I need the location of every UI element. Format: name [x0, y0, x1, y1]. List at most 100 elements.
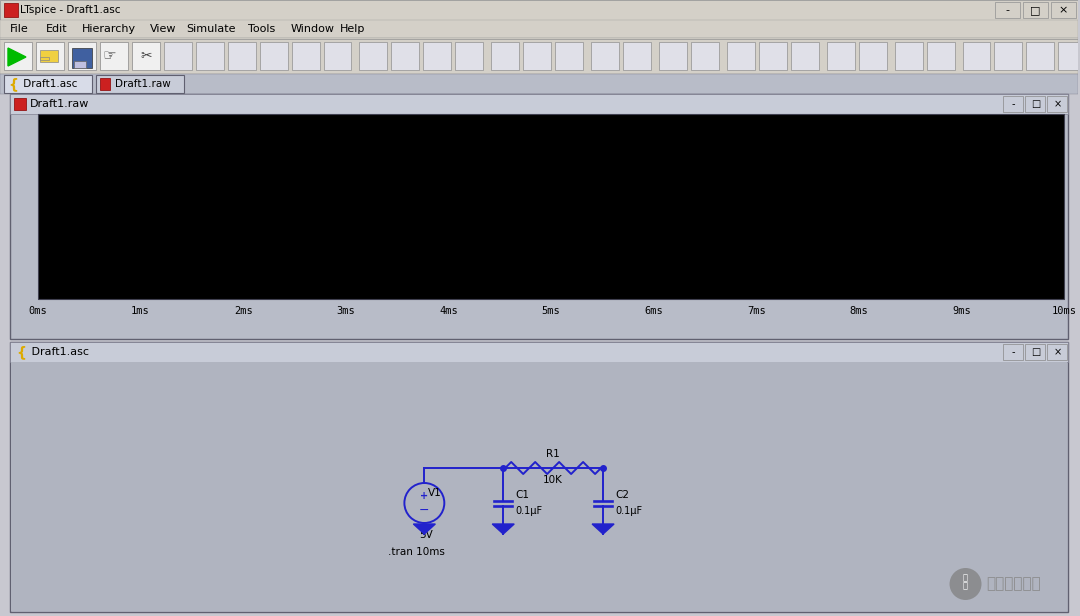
Polygon shape: [8, 48, 26, 66]
Text: V1: V1: [429, 488, 442, 498]
Bar: [1048, 96, 1067, 112]
Bar: [1058, 42, 1080, 70]
Text: ☞: ☞: [103, 49, 117, 63]
Text: 5V: 5V: [419, 530, 433, 540]
Text: ×: ×: [1053, 347, 1062, 357]
Text: ✂: ✂: [140, 49, 151, 63]
Bar: [73, 61, 86, 68]
Text: 0.1µF: 0.1µF: [615, 506, 643, 516]
Bar: [691, 42, 719, 70]
Bar: [1024, 2, 1049, 18]
Bar: [0, 0, 1078, 20]
Text: 4ms: 4ms: [440, 306, 458, 316]
Bar: [195, 42, 224, 70]
Text: 5ms: 5ms: [542, 306, 561, 316]
Bar: [623, 42, 651, 70]
Bar: [826, 42, 854, 70]
Text: □: □: [1030, 5, 1041, 15]
Text: 1ms: 1ms: [131, 306, 150, 316]
Bar: [927, 42, 955, 70]
Text: {: {: [8, 77, 18, 91]
Text: 10K: 10K: [543, 475, 563, 485]
Text: C1: C1: [515, 490, 529, 500]
Bar: [423, 42, 451, 70]
Text: 电子开发学习: 电子开发学习: [986, 577, 1041, 591]
Text: Tools: Tools: [248, 24, 275, 34]
Bar: [99, 78, 110, 90]
Text: Simulate: Simulate: [186, 24, 235, 34]
Bar: [324, 42, 351, 70]
Text: 9ms: 9ms: [953, 306, 971, 316]
Bar: [523, 42, 551, 70]
Text: 2ms: 2ms: [234, 306, 253, 316]
Bar: [40, 57, 49, 60]
Text: 0ms: 0ms: [28, 306, 48, 316]
Text: 10ms: 10ms: [1052, 306, 1077, 316]
Bar: [555, 42, 583, 70]
Bar: [72, 48, 92, 68]
Bar: [659, 42, 687, 70]
Bar: [4, 3, 18, 17]
Text: ×: ×: [1053, 99, 1062, 109]
Bar: [1025, 96, 1045, 112]
Text: -: -: [1012, 347, 1015, 357]
Text: LTspice - Draft1.asc: LTspice - Draft1.asc: [19, 5, 121, 15]
Bar: [228, 42, 256, 70]
Bar: [894, 42, 922, 70]
Bar: [292, 42, 320, 70]
Bar: [759, 42, 787, 70]
Bar: [132, 42, 160, 70]
Bar: [727, 42, 755, 70]
Bar: [259, 42, 287, 70]
Text: 0.1µF: 0.1µF: [515, 506, 542, 516]
Bar: [1003, 96, 1024, 112]
Text: −: −: [419, 503, 430, 516]
Text: Hierarchy: Hierarchy: [82, 24, 136, 34]
Bar: [995, 42, 1023, 70]
Bar: [40, 50, 58, 62]
Bar: [10, 342, 1068, 362]
Text: C2: C2: [615, 490, 629, 500]
Polygon shape: [414, 524, 435, 534]
Bar: [791, 42, 819, 70]
Bar: [0, 74, 1078, 94]
Bar: [1025, 344, 1045, 360]
Bar: [96, 75, 184, 93]
Bar: [1003, 344, 1024, 360]
Text: 微
信: 微 信: [963, 573, 968, 591]
Text: Draft1.asc: Draft1.asc: [19, 79, 78, 89]
Text: 7ms: 7ms: [747, 306, 766, 316]
Text: 6ms: 6ms: [645, 306, 663, 316]
Bar: [591, 42, 619, 70]
Bar: [0, 20, 1078, 38]
Text: 3ms: 3ms: [337, 306, 355, 316]
Bar: [10, 94, 1068, 339]
Text: Help: Help: [339, 24, 365, 34]
Bar: [10, 94, 1068, 114]
Bar: [4, 42, 32, 70]
Bar: [164, 42, 192, 70]
Bar: [491, 42, 519, 70]
Bar: [1048, 344, 1067, 360]
Text: +: +: [420, 491, 429, 501]
Bar: [38, 114, 1065, 299]
Circle shape: [949, 568, 982, 600]
Text: Draft1.raw: Draft1.raw: [114, 79, 171, 89]
Text: -: -: [1005, 5, 1010, 15]
Bar: [1026, 42, 1054, 70]
Bar: [996, 2, 1021, 18]
Bar: [1052, 2, 1077, 18]
Text: R1: R1: [546, 449, 561, 459]
Bar: [0, 38, 1078, 74]
Bar: [11, 362, 1067, 611]
Bar: [962, 42, 990, 70]
Text: Edit: Edit: [46, 24, 68, 34]
Text: {: {: [16, 345, 26, 359]
Text: Draft1.raw: Draft1.raw: [30, 99, 90, 109]
Text: Draft1.asc: Draft1.asc: [28, 347, 89, 357]
Text: -: -: [1012, 99, 1015, 109]
Text: File: File: [10, 24, 29, 34]
Bar: [4, 75, 92, 93]
Bar: [456, 42, 483, 70]
Text: View: View: [150, 24, 177, 34]
